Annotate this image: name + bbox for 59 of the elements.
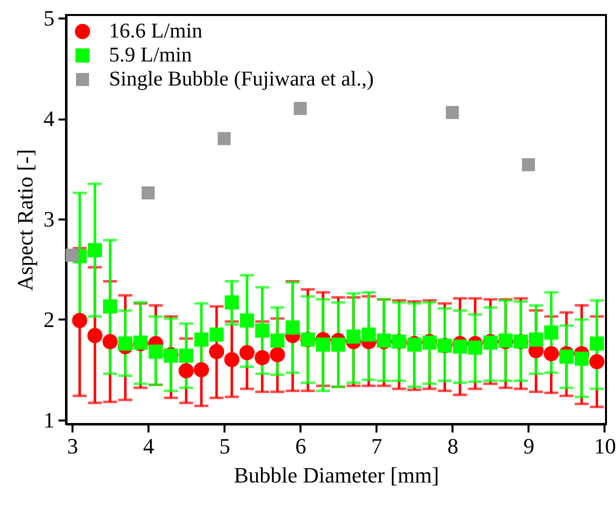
point <box>544 325 558 340</box>
point <box>270 347 286 362</box>
point <box>66 248 79 262</box>
y-tick-label: 4 <box>44 106 54 132</box>
x-tick-label: 5 <box>219 434 230 458</box>
x-tick-label: 9 <box>523 434 534 458</box>
point <box>179 348 194 363</box>
x-axis-title: Bubble Diameter [mm] <box>234 462 440 488</box>
point <box>239 345 255 360</box>
point <box>218 132 231 146</box>
point <box>286 320 300 335</box>
legend-label: 16.6 L/min <box>109 18 203 42</box>
point <box>210 327 224 342</box>
point <box>87 328 102 344</box>
point <box>559 350 574 364</box>
point <box>270 334 285 348</box>
legend-label: 5.9 L/min <box>109 42 192 66</box>
point <box>446 106 459 119</box>
point <box>362 327 376 342</box>
point <box>316 338 330 352</box>
point <box>331 338 346 352</box>
y-tick-label: 1 <box>44 407 54 432</box>
point <box>224 295 239 310</box>
point <box>240 313 254 328</box>
point <box>194 332 208 347</box>
point <box>178 363 194 378</box>
point <box>209 344 224 360</box>
point <box>255 323 270 338</box>
point <box>544 346 559 362</box>
point <box>118 336 132 351</box>
x-tick-label: 6 <box>295 434 306 458</box>
x-tick-label: 8 <box>447 434 458 458</box>
point <box>522 158 535 172</box>
point <box>103 299 118 314</box>
point <box>72 312 88 328</box>
y-axis-title: Aspect Ratio [-] <box>12 149 38 291</box>
point <box>294 102 307 115</box>
point <box>224 352 240 368</box>
x-tick-label: 10 <box>594 434 616 458</box>
point <box>142 186 155 200</box>
point <box>574 352 589 366</box>
point <box>254 350 270 366</box>
point <box>346 330 361 344</box>
legend-label: Single Bubble (Fujiwara et al.,) <box>109 66 374 90</box>
point <box>148 344 163 359</box>
y-tick-label: 2 <box>44 306 54 332</box>
point <box>102 334 118 350</box>
x-tick-label: 4 <box>143 434 154 458</box>
y-tick-label: 3 <box>44 206 54 232</box>
x-tick-label: 7 <box>371 434 382 458</box>
point <box>589 354 604 370</box>
point <box>88 243 102 258</box>
x-tick-label: 3 <box>67 434 78 458</box>
y-tick-label: 5 <box>44 6 54 31</box>
point <box>194 362 209 378</box>
point <box>468 340 482 355</box>
point <box>590 336 604 351</box>
point <box>452 340 468 354</box>
point <box>528 332 544 347</box>
